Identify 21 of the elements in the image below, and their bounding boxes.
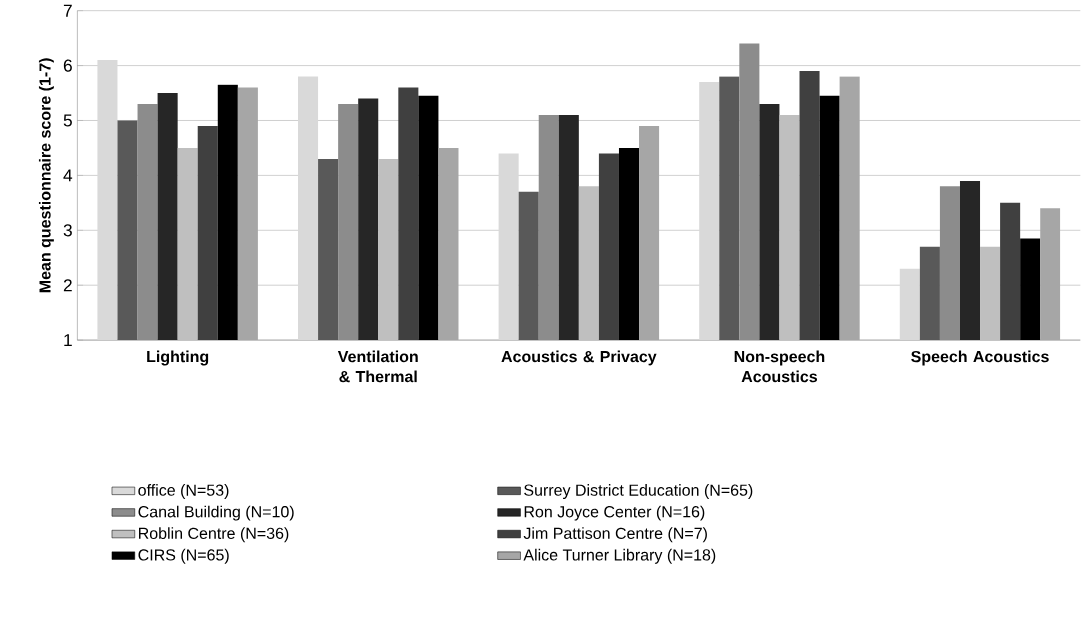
y-tick-label: 6 — [63, 59, 72, 72]
x-tick-label: Lighting — [147, 350, 209, 366]
legend-label: Alice Turner Library (N=18) — [523, 548, 716, 564]
y-tick-label: 4 — [63, 169, 73, 182]
y-tick-label: 1 — [64, 334, 72, 346]
legend-label: Jim Pattison Centre (N=7) — [523, 527, 707, 543]
x-tick-label: Acoustics & Privacy — [501, 350, 657, 366]
x-tick-label: Speech Acoustics — [911, 350, 1049, 366]
legend-label: Canal Building (N=10) — [138, 505, 294, 521]
legend-label: office (N=53) — [138, 483, 229, 499]
y-axis-title: Mean questionnaire score (1-7) — [38, 58, 54, 293]
x-tick-label: Non-speech Acoustics — [734, 350, 825, 383]
legend-label: CIRS (N=65) — [138, 548, 229, 564]
y-tick-label: 7 — [63, 4, 72, 17]
legend-label: Ron Joyce Center (N=16) — [524, 505, 705, 521]
x-tick-label: Ventilation & Thermal — [337, 350, 418, 383]
legend-label: Surrey District Education (N=65) — [524, 483, 753, 499]
legend-label: Roblin Centre (N=36) — [139, 527, 289, 543]
y-tick-label: 3 — [63, 224, 72, 237]
y-tick-label: 2 — [63, 279, 72, 292]
y-tick-label: 5 — [63, 114, 72, 127]
